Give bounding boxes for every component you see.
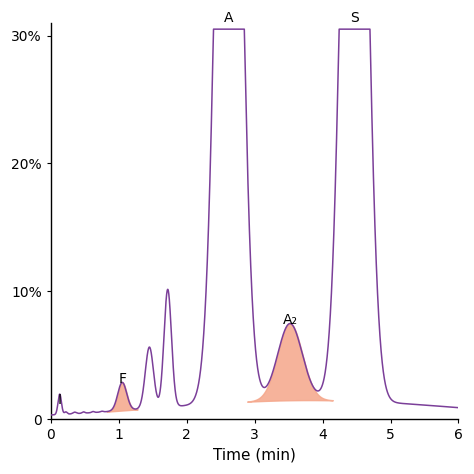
Text: A₂: A₂: [283, 313, 298, 327]
X-axis label: Time (min): Time (min): [213, 448, 296, 463]
Text: I: I: [58, 392, 62, 407]
Text: A: A: [224, 11, 234, 25]
Text: F: F: [118, 372, 126, 386]
Text: S: S: [350, 11, 359, 25]
